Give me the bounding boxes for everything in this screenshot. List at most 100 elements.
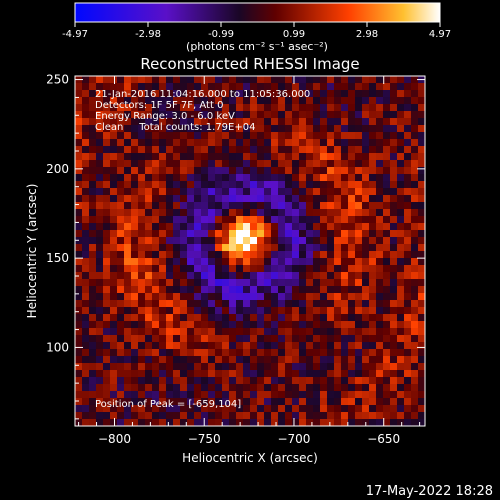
heatmap-cell <box>285 307 293 315</box>
heatmap-cell <box>250 202 258 210</box>
heatmap-cell <box>173 342 181 350</box>
heatmap-cell <box>285 230 293 238</box>
heatmap-cell <box>320 153 328 161</box>
heatmap-cell <box>145 384 153 392</box>
heatmap-cell <box>75 391 83 399</box>
heatmap-cell <box>152 335 160 343</box>
heatmap-cell <box>306 167 314 175</box>
heatmap-cell <box>299 104 307 112</box>
heatmap-cell <box>390 83 398 91</box>
heatmap-cell <box>243 398 251 406</box>
heatmap-cell <box>383 370 391 378</box>
heatmap-cell <box>215 314 223 322</box>
heatmap-cell <box>348 97 356 105</box>
heatmap-cell <box>418 293 426 301</box>
heatmap-cell <box>264 391 272 399</box>
heatmap-cell <box>404 160 412 168</box>
heatmap-cell <box>250 405 258 413</box>
heatmap-cell <box>103 384 111 392</box>
heatmap-cell <box>383 391 391 399</box>
heatmap-cell <box>166 174 174 182</box>
heatmap-cell <box>117 244 125 252</box>
heatmap-cell <box>313 300 321 308</box>
heatmap-cell <box>257 258 265 266</box>
heatmap-cell <box>271 384 279 392</box>
heatmap-cell <box>103 195 111 203</box>
heatmap-cell <box>89 209 97 217</box>
heatmap-cell <box>306 286 314 294</box>
heatmap-cell <box>131 384 139 392</box>
heatmap-cell <box>222 202 230 210</box>
heatmap-cell <box>96 349 104 357</box>
heatmap-cell <box>411 412 419 420</box>
heatmap-cell <box>138 384 146 392</box>
heatmap-cell <box>418 370 426 378</box>
heatmap-cell <box>369 181 377 189</box>
heatmap-cell <box>166 160 174 168</box>
heatmap-cell <box>159 209 167 217</box>
heatmap-cell <box>264 202 272 210</box>
heatmap-cell <box>75 300 83 308</box>
heatmap-cell <box>341 328 349 336</box>
heatmap-cell <box>82 328 90 336</box>
heatmap-cell <box>82 272 90 280</box>
heatmap-cell <box>383 237 391 245</box>
heatmap-cell <box>229 83 237 91</box>
heatmap-cell <box>348 223 356 231</box>
heatmap-cell <box>341 258 349 266</box>
heatmap-cell <box>397 370 405 378</box>
heatmap-cell <box>159 370 167 378</box>
heatmap-cell <box>278 307 286 315</box>
heatmap-cell <box>110 209 118 217</box>
heatmap-cell <box>159 139 167 147</box>
heatmap-cell <box>292 258 300 266</box>
heatmap-cell <box>145 195 153 203</box>
heatmap-cell <box>383 146 391 154</box>
heatmap-cell <box>180 279 188 287</box>
heatmap-cell <box>138 83 146 91</box>
heatmap-cell <box>138 251 146 259</box>
heatmap-cell <box>334 230 342 238</box>
heatmap-cell <box>215 202 223 210</box>
heatmap-cell <box>271 286 279 294</box>
heatmap-cell <box>173 83 181 91</box>
heatmap-cell <box>313 419 321 427</box>
heatmap-cell <box>75 90 83 98</box>
heatmap-cell <box>110 300 118 308</box>
heatmap-cell <box>404 265 412 273</box>
heatmap-cell <box>124 125 132 133</box>
heatmap-cell <box>180 223 188 231</box>
heatmap-cell <box>131 195 139 203</box>
heatmap-cell <box>173 160 181 168</box>
heatmap-cell <box>285 146 293 154</box>
heatmap-cell <box>334 132 342 140</box>
heatmap-cell <box>257 293 265 301</box>
heatmap-cell <box>383 230 391 238</box>
heatmap-cell <box>89 398 97 406</box>
heatmap-cell <box>166 181 174 189</box>
heatmap-cell <box>355 314 363 322</box>
heatmap-cell <box>124 363 132 371</box>
heatmap-cell <box>236 272 244 280</box>
heatmap-cell <box>96 391 104 399</box>
heatmap-cell <box>138 111 146 119</box>
heatmap-cell <box>299 195 307 203</box>
heatmap-cell <box>320 349 328 357</box>
heatmap-cell <box>159 265 167 273</box>
heatmap-cell <box>124 118 132 126</box>
heatmap-cell <box>131 132 139 140</box>
heatmap-cell <box>313 230 321 238</box>
heatmap-cell <box>397 209 405 217</box>
heatmap-cell <box>82 139 90 147</box>
heatmap-cell <box>243 300 251 308</box>
heatmap-cell <box>124 153 132 161</box>
heatmap-cell <box>75 209 83 217</box>
heatmap-cell <box>334 286 342 294</box>
heatmap-cell <box>138 272 146 280</box>
heatmap-cell <box>376 174 384 182</box>
heatmap-cell <box>173 363 181 371</box>
heatmap-cell <box>285 300 293 308</box>
heatmap-cell <box>369 398 377 406</box>
heatmap-cell <box>103 188 111 196</box>
heatmap-cell <box>306 181 314 189</box>
